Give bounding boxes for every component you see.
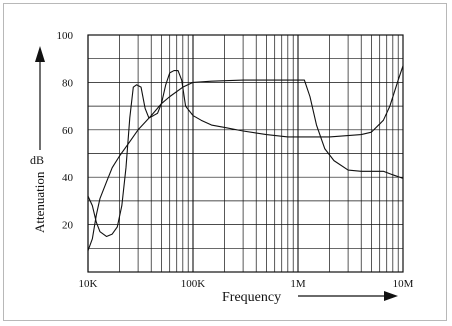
y-tick-label: 20 bbox=[62, 220, 74, 232]
plot-border bbox=[87, 34, 404, 273]
x-tick-label: 10M bbox=[393, 278, 414, 290]
chart-frame bbox=[3, 3, 447, 321]
y-axis-unit: dB bbox=[30, 153, 44, 167]
x-tick-label: 1M bbox=[290, 278, 306, 290]
x-tick-labels: 10K 100K 1M 10M bbox=[79, 278, 414, 290]
y-tick-label: 40 bbox=[62, 172, 74, 184]
y-axis-arrow-head bbox=[35, 46, 45, 62]
y-tick-label: 100 bbox=[57, 30, 74, 42]
series-line-2 bbox=[87, 65, 404, 237]
series-layer bbox=[87, 65, 404, 252]
x-axis-arrow-head bbox=[384, 291, 398, 301]
x-tick-label: 10K bbox=[79, 278, 98, 290]
plot-grid bbox=[87, 35, 403, 272]
y-tick-label: 60 bbox=[62, 125, 74, 137]
y-tick-labels: 20 40 60 80 100 bbox=[57, 30, 74, 232]
y-axis-label: Attenuation bbox=[32, 171, 47, 233]
y-tick-label: 80 bbox=[62, 77, 74, 89]
series-line-1 bbox=[87, 79, 404, 252]
x-tick-label: 100K bbox=[181, 278, 206, 290]
x-axis-label: Frequency bbox=[222, 290, 281, 305]
